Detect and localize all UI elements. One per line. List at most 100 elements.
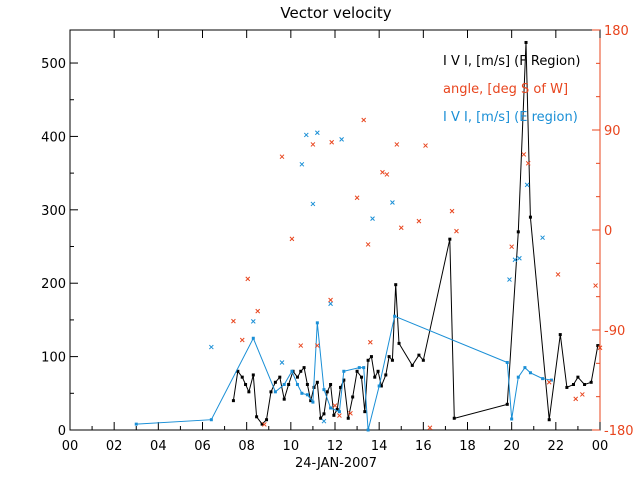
data-point — [311, 400, 315, 404]
angle-marker — [261, 422, 267, 427]
e-region-marker — [328, 301, 333, 307]
data-point — [240, 375, 244, 379]
e-region-marker — [390, 200, 395, 205]
y-right-tick-label: -90 — [604, 324, 625, 339]
x-tick-label: 04 — [150, 439, 167, 454]
data-point — [309, 399, 313, 403]
angle-marker — [525, 160, 531, 166]
x-axis-label: 24-JAN-2007 — [295, 456, 377, 471]
x-tick-label: 14 — [371, 439, 388, 454]
e-region-marker — [370, 216, 375, 221]
angle-marker — [579, 392, 585, 397]
data-point — [394, 283, 398, 287]
data-point — [315, 380, 319, 384]
data-point — [342, 378, 346, 382]
data-point — [209, 418, 213, 422]
angle-marker — [279, 154, 285, 160]
data-point — [589, 380, 593, 384]
angle-marker — [394, 142, 400, 147]
data-point — [339, 385, 343, 389]
data-point — [377, 384, 381, 388]
data-point — [322, 412, 326, 416]
e-region-marker — [279, 360, 285, 365]
data-point — [247, 390, 251, 394]
data-point — [510, 417, 514, 421]
y-left-tick-label: 500 — [41, 57, 66, 72]
data-point — [596, 344, 600, 348]
data-point — [355, 369, 359, 373]
y-left-tick-label: 300 — [41, 204, 66, 219]
data-point — [541, 377, 545, 381]
data-point — [369, 355, 373, 359]
x-tick-label: 22 — [548, 439, 565, 454]
e-region-marker — [250, 319, 256, 324]
angle-marker — [546, 379, 552, 385]
legend-entry: I V I, [m/s] (F Region) — [443, 54, 580, 69]
y-left-tick-label: 100 — [41, 351, 66, 366]
data-point — [342, 369, 346, 373]
angle-marker — [289, 236, 295, 242]
angle-marker — [314, 343, 320, 348]
x-tick-label: 16 — [415, 439, 432, 454]
x-tick-label: 00 — [62, 439, 79, 454]
data-point — [505, 402, 509, 406]
series-line — [232, 42, 599, 425]
data-point — [360, 375, 363, 379]
data-point — [558, 333, 562, 337]
data-point — [547, 418, 551, 422]
data-point — [251, 336, 255, 340]
x-tick-label: 00 — [592, 439, 609, 454]
angle-marker — [427, 425, 433, 431]
x-tick-label: 08 — [238, 439, 255, 454]
data-point — [390, 358, 394, 362]
data-point — [366, 428, 370, 432]
y-right-tick-label: 180 — [604, 24, 629, 39]
data-point — [337, 410, 341, 414]
y-left-tick-label: 0 — [58, 424, 66, 439]
angle-marker — [416, 218, 422, 224]
data-point — [379, 384, 383, 388]
data-point — [505, 360, 509, 364]
data-point — [134, 422, 138, 426]
angle-marker — [231, 318, 236, 324]
data-point — [299, 369, 303, 373]
x-tick-label: 10 — [283, 439, 300, 454]
data-point — [528, 371, 532, 375]
x-tick-label: 02 — [106, 439, 123, 454]
data-point — [384, 373, 388, 377]
data-point — [335, 407, 339, 411]
angle-marker — [328, 297, 333, 303]
data-point — [287, 382, 291, 386]
angle-marker — [361, 117, 367, 123]
data-point — [523, 366, 527, 370]
data-point — [366, 358, 370, 362]
angle-marker — [337, 413, 342, 418]
series-2 — [231, 117, 603, 431]
data-point — [305, 382, 309, 386]
angle-marker — [367, 339, 373, 345]
y-right-tick-label: -180 — [604, 424, 634, 439]
data-point — [325, 390, 329, 394]
data-point — [393, 314, 397, 318]
data-point — [572, 382, 575, 386]
data-point — [231, 399, 235, 403]
e-region-marker — [517, 255, 522, 261]
angle-marker — [354, 195, 360, 201]
data-point — [452, 416, 456, 420]
data-point — [273, 390, 277, 394]
angle-marker — [255, 308, 261, 314]
angle-marker — [348, 410, 353, 416]
data-point — [255, 415, 259, 419]
e-region-marker — [507, 277, 512, 282]
series-0 — [231, 40, 600, 426]
angle-marker — [509, 244, 515, 250]
angle-marker — [398, 225, 404, 231]
angle-marker — [380, 169, 385, 175]
data-point — [351, 395, 355, 399]
data-point — [260, 422, 264, 426]
data-point — [387, 355, 391, 359]
series-layer — [134, 40, 603, 432]
data-point — [346, 416, 350, 420]
e-region-marker — [321, 418, 327, 424]
legend: I V I, [m/s] (F Region) angle, [deg S of … — [443, 54, 580, 125]
